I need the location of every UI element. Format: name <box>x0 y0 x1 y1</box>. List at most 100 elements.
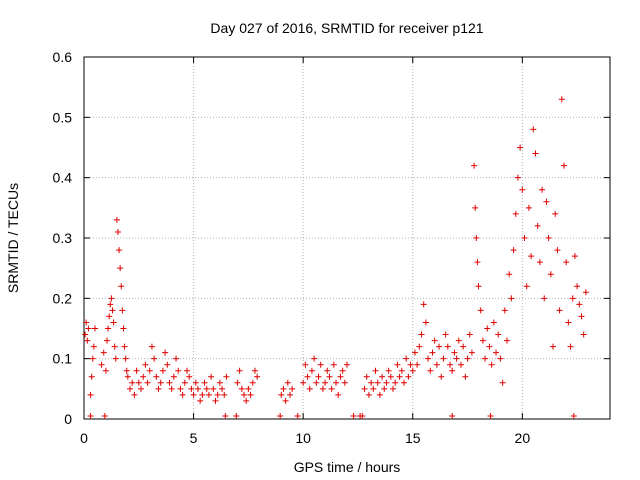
data-point <box>111 343 118 350</box>
data-point <box>405 373 412 380</box>
data-point <box>282 397 289 404</box>
data-point <box>486 343 493 350</box>
data-point <box>304 373 311 380</box>
data-point <box>324 367 331 374</box>
data-point <box>105 325 112 332</box>
data-point <box>118 283 125 290</box>
data-point <box>214 391 221 398</box>
data-point <box>106 313 113 320</box>
data-point <box>91 325 98 332</box>
data-point <box>462 373 469 380</box>
data-point <box>102 367 109 374</box>
data-point <box>396 373 403 380</box>
data-point <box>376 391 383 398</box>
data-point <box>306 385 313 392</box>
data-point <box>121 343 128 350</box>
data-point <box>438 373 445 380</box>
x-tick-label: 20 <box>515 430 531 446</box>
data-point <box>284 379 291 386</box>
data-point <box>313 379 320 386</box>
data-point <box>98 361 105 368</box>
data-point <box>124 373 131 380</box>
data-point <box>466 331 473 338</box>
data-point <box>490 319 497 326</box>
data-point <box>510 247 517 254</box>
data-point <box>116 247 123 254</box>
data-point <box>210 385 217 392</box>
data-point <box>146 367 153 374</box>
data-point <box>254 373 261 380</box>
data-point <box>223 373 230 380</box>
data-point <box>381 385 388 392</box>
data-point <box>83 319 90 326</box>
data-point <box>484 325 491 332</box>
data-point <box>539 186 546 193</box>
data-point <box>487 412 494 419</box>
data-point <box>181 379 188 386</box>
data-point <box>287 391 294 398</box>
data-point <box>449 412 456 419</box>
data-point <box>175 367 182 374</box>
data-point <box>460 343 467 350</box>
x-axis-label: GPS time / hours <box>294 459 401 475</box>
data-point <box>168 385 175 392</box>
data-point <box>142 361 149 368</box>
data-point <box>234 379 241 386</box>
data-point <box>337 373 344 380</box>
data-point <box>447 361 454 368</box>
data-point <box>88 373 95 380</box>
data-point <box>315 373 322 380</box>
data-point <box>184 367 191 374</box>
data-point <box>429 349 436 356</box>
data-point <box>280 385 287 392</box>
data-point <box>123 367 130 374</box>
data-point <box>151 355 158 362</box>
data-point <box>133 367 140 374</box>
data-point <box>474 259 481 266</box>
data-point <box>122 355 129 362</box>
data-point <box>107 301 114 308</box>
data-point <box>534 222 541 229</box>
x-tick-label: 15 <box>405 430 421 446</box>
data-point <box>203 385 210 392</box>
data-point <box>523 283 530 290</box>
data-point <box>442 331 449 338</box>
data-point <box>390 385 397 392</box>
data-point <box>471 162 478 169</box>
data-point <box>127 385 134 392</box>
data-point <box>300 379 307 386</box>
data-point <box>418 331 425 338</box>
data-point <box>530 126 537 133</box>
data-point <box>208 373 215 380</box>
data-point <box>129 379 136 386</box>
data-point <box>101 412 108 419</box>
data-point <box>570 412 577 419</box>
data-point <box>236 367 243 374</box>
data-point <box>543 198 550 205</box>
data-point <box>451 349 458 356</box>
data-point <box>243 397 250 404</box>
data-point <box>536 259 543 266</box>
data-point <box>392 379 399 386</box>
data-point <box>294 412 301 419</box>
data-point <box>368 379 375 386</box>
data-point <box>457 361 464 368</box>
data-point <box>144 379 151 386</box>
data-point <box>326 373 333 380</box>
data-point <box>477 307 484 314</box>
data-point <box>400 379 407 386</box>
data-point <box>488 361 495 368</box>
data-point <box>108 295 115 302</box>
data-point <box>493 349 500 356</box>
data-point <box>85 325 92 332</box>
data-point <box>157 379 164 386</box>
data-point <box>245 385 252 392</box>
data-point <box>578 313 585 320</box>
data-point <box>436 343 443 350</box>
y-tick-label: 0.4 <box>53 170 73 186</box>
data-point <box>179 391 186 398</box>
data-point <box>219 385 226 392</box>
data-point <box>416 343 423 350</box>
data-point <box>582 289 589 296</box>
